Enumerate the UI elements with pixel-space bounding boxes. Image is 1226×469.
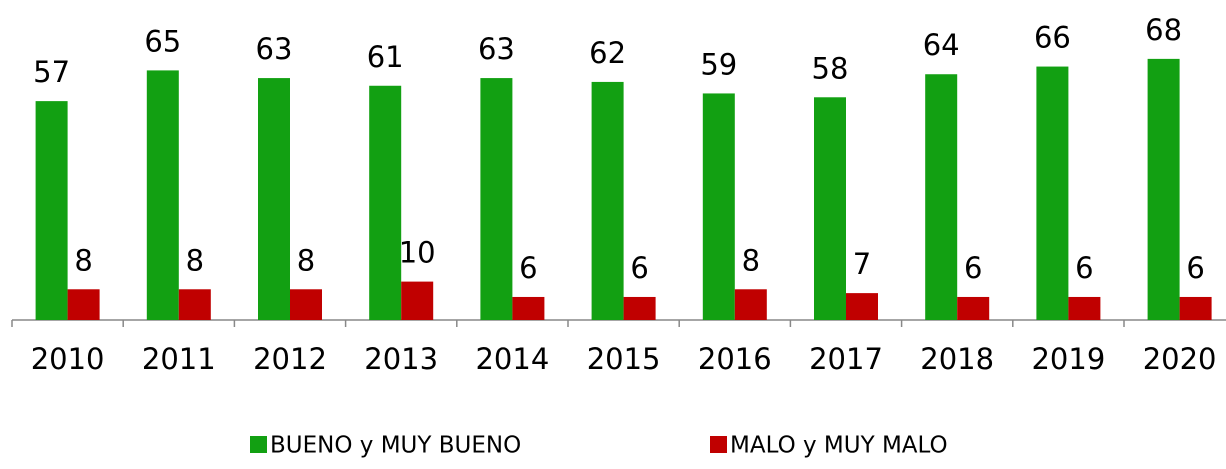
- bar: [846, 293, 878, 320]
- bar: [67, 289, 100, 320]
- bar: [1147, 58, 1180, 320]
- bar: [258, 78, 290, 320]
- bar: [146, 70, 179, 321]
- bar: [35, 101, 68, 321]
- legend-label: BUENO y MUY BUENO: [270, 433, 521, 459]
- bar: [290, 289, 322, 320]
- bar: [480, 78, 513, 320]
- x-tick-label: 2016: [698, 342, 772, 376]
- data-label: 58: [812, 51, 849, 85]
- data-label: 63: [478, 32, 515, 66]
- data-label: 65: [144, 24, 181, 58]
- data-label: 6: [630, 251, 648, 285]
- bar: [702, 93, 735, 320]
- bar: [814, 97, 846, 320]
- bar: [512, 296, 545, 320]
- data-label: 57: [33, 55, 70, 89]
- legend-swatch: [710, 436, 727, 453]
- x-tick-label: 2017: [809, 342, 883, 376]
- bar: [957, 296, 990, 320]
- data-label: 68: [1145, 13, 1182, 47]
- legend-swatch: [250, 436, 267, 453]
- legend-label: MALO y MUY MALO: [730, 433, 948, 459]
- bar: [1036, 66, 1069, 320]
- data-label: 61: [367, 40, 404, 74]
- bar: [623, 296, 656, 320]
- data-label: 8: [297, 243, 315, 277]
- x-tick-label: 2011: [142, 342, 216, 376]
- data-label: 63: [256, 32, 293, 66]
- data-label: 64: [923, 28, 960, 62]
- x-tick-label: 2019: [1031, 342, 1105, 376]
- data-label: 6: [964, 251, 982, 285]
- x-tick-label: 2014: [475, 342, 549, 376]
- data-label: 62: [589, 36, 626, 70]
- x-tick-label: 2013: [364, 342, 438, 376]
- bar: [591, 81, 624, 320]
- bar: [925, 74, 958, 321]
- x-tick-label: 2010: [31, 342, 105, 376]
- x-tick-label: 2018: [920, 342, 994, 376]
- x-tick-label: 2015: [587, 342, 661, 376]
- bar: [734, 289, 767, 320]
- data-label: 8: [74, 243, 92, 277]
- x-tick-label: 2012: [253, 342, 327, 376]
- x-tick-label: 2020: [1143, 342, 1217, 376]
- data-label: 6: [519, 251, 537, 285]
- bar: [401, 281, 434, 320]
- data-label: 66: [1034, 21, 1071, 55]
- data-label: 8: [186, 243, 204, 277]
- bar: [1068, 296, 1101, 320]
- data-label: 6: [1186, 251, 1204, 285]
- data-label: 6: [1075, 251, 1093, 285]
- data-label: 10: [399, 236, 436, 270]
- data-label: 8: [742, 243, 760, 277]
- data-label: 59: [700, 47, 737, 81]
- bar: [369, 85, 402, 320]
- data-label: 7: [853, 247, 871, 281]
- bar: [178, 289, 211, 320]
- bar: [1179, 296, 1212, 320]
